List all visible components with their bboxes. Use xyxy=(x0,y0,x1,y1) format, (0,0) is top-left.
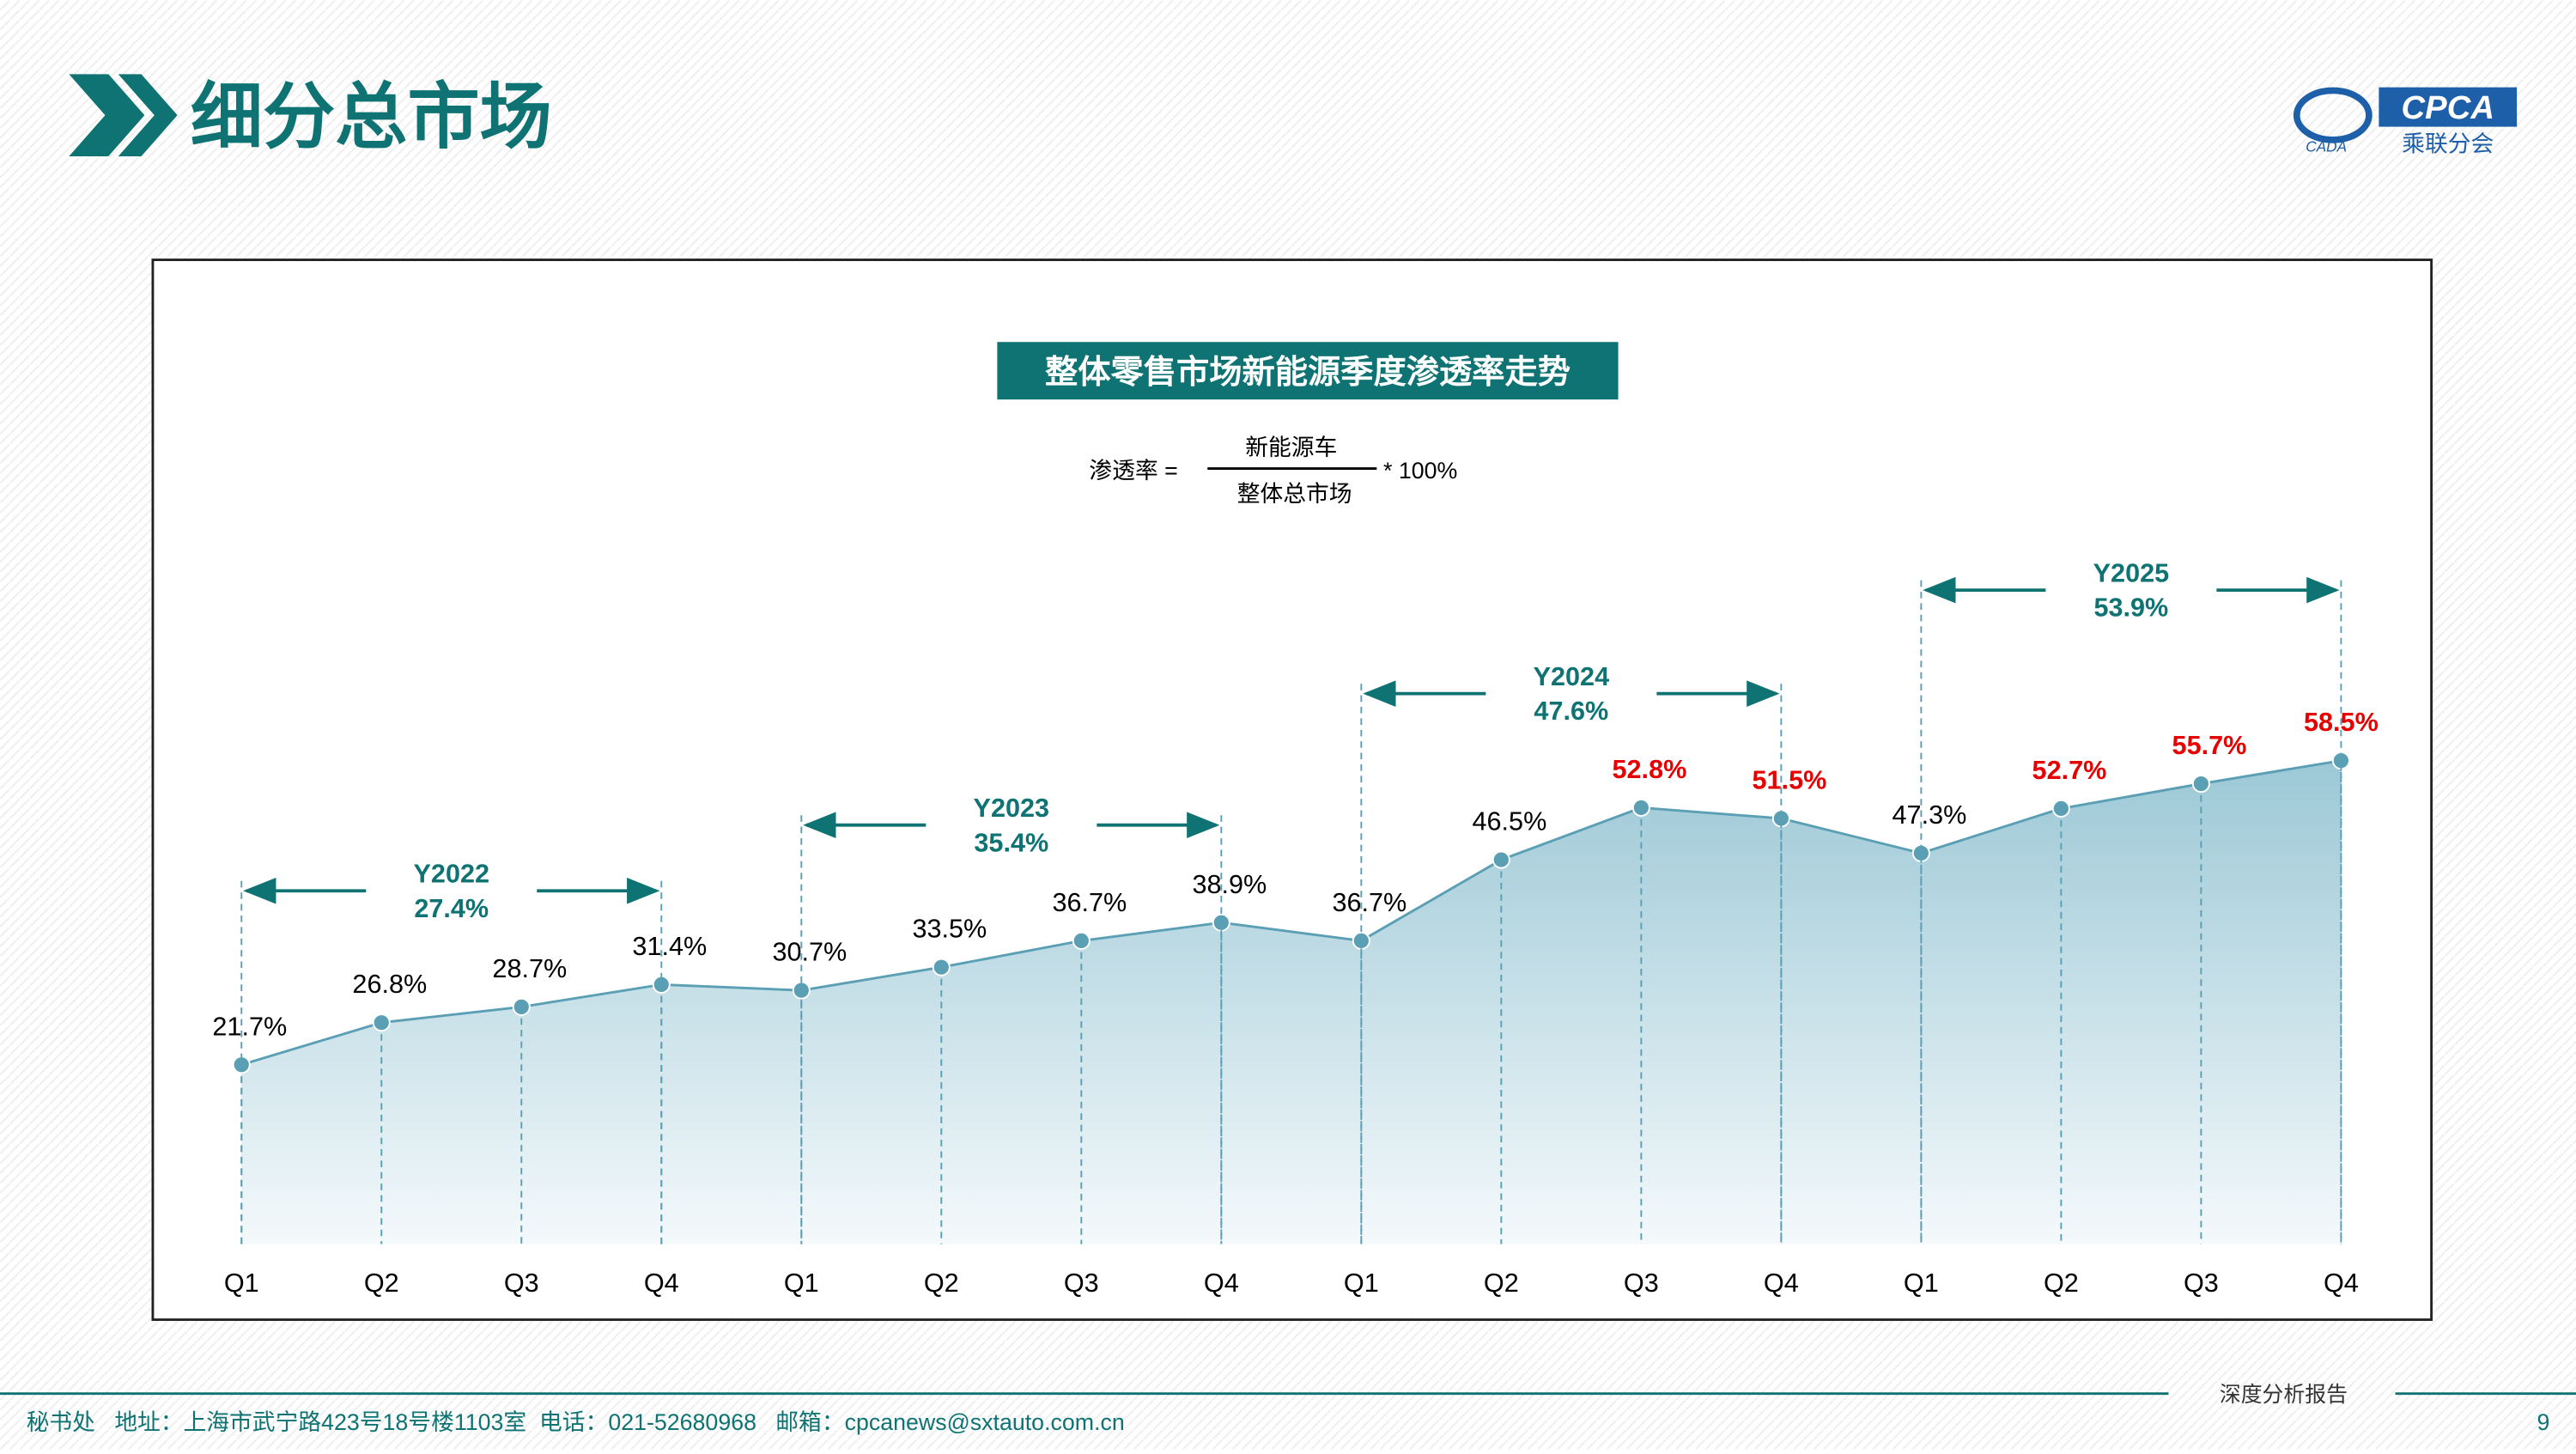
point xyxy=(1072,931,1091,950)
x-tick-label: Q3 xyxy=(2184,1268,2219,1298)
value-label: 51.5% xyxy=(1753,766,1827,795)
x-tick-label: Q4 xyxy=(644,1268,679,1298)
x-tick-label: Q2 xyxy=(1484,1268,1519,1298)
title-box xyxy=(997,342,1619,400)
footer-address: 秘书处 地址：上海市武宁路423号18号楼1103室 电话：021-526809… xyxy=(27,1409,1125,1435)
logo-box xyxy=(2379,87,2518,127)
value-label: 47.3% xyxy=(1893,800,1967,830)
formula-denominator: 整体总市场 xyxy=(1237,481,1352,507)
value-label: 52.7% xyxy=(2032,756,2107,785)
x-tick-label: Q2 xyxy=(2044,1268,2079,1298)
logo-text: CPCA xyxy=(2402,89,2494,126)
point xyxy=(1631,798,1650,817)
value-label: 36.7% xyxy=(1052,888,1127,917)
x-tick-label: Q1 xyxy=(224,1268,259,1298)
chevron xyxy=(69,74,145,157)
x-tick-label: Q4 xyxy=(2324,1268,2359,1298)
value-label: 31.4% xyxy=(632,932,707,961)
x-tick-label: Q1 xyxy=(1904,1268,1939,1298)
annotation-value: 27.4% xyxy=(414,894,489,923)
area xyxy=(241,760,2342,1244)
x-tick-label: Q3 xyxy=(504,1268,539,1298)
x-tick-label: Q2 xyxy=(924,1268,959,1298)
x-tick-label: Q3 xyxy=(1064,1268,1099,1298)
point xyxy=(512,997,531,1016)
page-number: 9 xyxy=(2537,1409,2549,1435)
page-title: 细分总市场 xyxy=(191,76,552,157)
formula-right: * 100% xyxy=(1383,458,1457,484)
logo-small: CADA xyxy=(2306,137,2347,155)
point xyxy=(372,1013,391,1032)
annotation-label: Y2025 xyxy=(2093,559,2170,588)
annotation-value: 35.4% xyxy=(974,828,1048,857)
point xyxy=(2051,799,2070,818)
logo-sub: 乘联分会 xyxy=(2402,131,2494,156)
annotation-label: Y2023 xyxy=(974,794,1050,823)
value-label: 30.7% xyxy=(772,938,847,967)
annotation-label: Y2022 xyxy=(414,860,490,889)
x-tick-label: Q1 xyxy=(784,1268,819,1298)
value-label: 33.5% xyxy=(912,915,987,944)
formula-numerator: 新能源车 xyxy=(1245,435,1337,460)
point xyxy=(1492,850,1510,869)
chevron xyxy=(118,74,178,157)
x-tick-label: Q3 xyxy=(1624,1268,1659,1298)
value-label: 55.7% xyxy=(2172,731,2247,760)
plot: 21.7% Q1 26.8% Q2 28.7% Q3 31.4% Q4 30.7% Q1 33.5%… xyxy=(212,559,2378,1299)
line xyxy=(240,759,2342,1067)
annotation-value: 53.9% xyxy=(2093,593,2168,623)
point xyxy=(932,958,951,976)
formula-left: 渗透率 = xyxy=(1089,458,1177,484)
value-label: 26.8% xyxy=(352,970,427,999)
value-label: 46.5% xyxy=(1473,807,1547,837)
logo-mark xyxy=(2293,87,2372,143)
x-tick-label: Q4 xyxy=(1764,1268,1799,1298)
report-label: 深度分析报告 xyxy=(2220,1383,2348,1407)
value-label: 21.7% xyxy=(212,1012,287,1041)
chart-title: 整体零售市场新能源季度渗透率走势 xyxy=(1045,354,1571,391)
point xyxy=(2191,775,2210,794)
x-tick-label: Q2 xyxy=(364,1268,399,1298)
x-tick-label: Q4 xyxy=(1204,1268,1239,1298)
value-label: 38.9% xyxy=(1192,870,1267,899)
value-label: 52.8% xyxy=(1613,755,1687,784)
annotation-value: 47.6% xyxy=(1534,697,1608,726)
value-label: 28.7% xyxy=(492,954,567,983)
annotation-label: Y2024 xyxy=(1534,662,1610,691)
value-label: 36.7% xyxy=(1332,888,1406,917)
x-tick-label: Q1 xyxy=(1344,1268,1379,1298)
